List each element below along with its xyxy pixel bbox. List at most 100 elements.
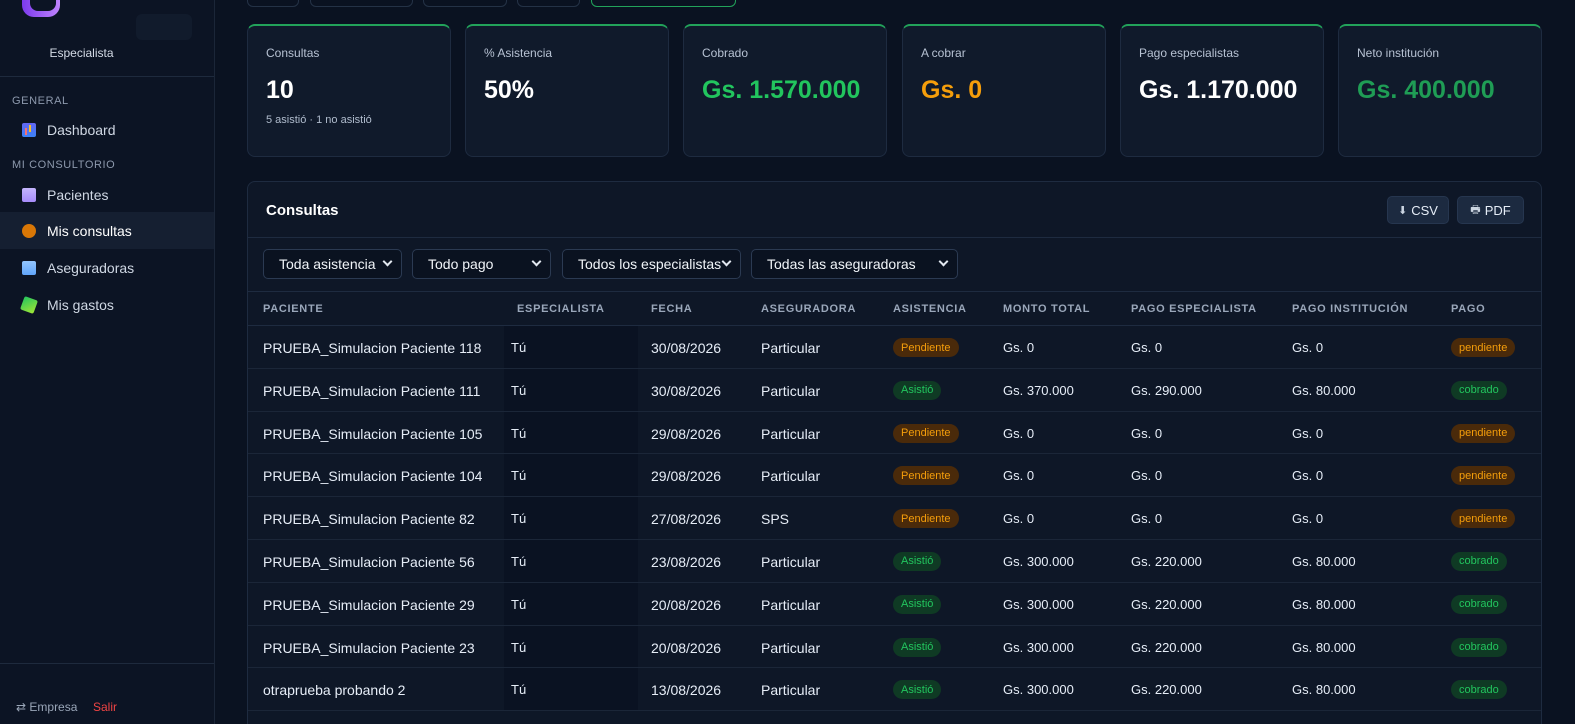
column-header[interactable]: PACIENTE	[263, 303, 324, 315]
filter-aseguradoras-select[interactable]: Todas las aseguradoras	[751, 249, 958, 279]
pago-especialista-cell: Gs. 220.000	[1131, 682, 1202, 698]
stat-value: 50%	[484, 76, 535, 104]
paciente-cell: PRUEBA_Simulacion Paciente 118	[263, 340, 482, 356]
pago-status-badge: cobrado	[1451, 637, 1507, 657]
pago-institucion-cell: Gs. 80.000	[1292, 553, 1356, 569]
select-value: Todas las aseguradoras	[767, 256, 916, 272]
stat-card-pago-especialistas: Pago especialistas Gs. 1.170.000	[1120, 24, 1324, 157]
especialista-cell: Tú	[511, 340, 527, 355]
chevron-down-icon	[382, 256, 393, 267]
monto-total-cell: Gs. 0	[1003, 340, 1035, 355]
fecha-cell: 23/08/2026	[651, 553, 722, 570]
fecha-cell: 29/08/2026	[651, 425, 722, 442]
table-row[interactable]: PRUEBA_Simulacion Paciente 23 Tú 20/08/2…	[248, 625, 1541, 669]
aseguradora-cell: Particular	[761, 425, 821, 442]
monto-total-cell: Gs. 0	[1003, 468, 1035, 484]
asistencia-badge: Asistió	[893, 594, 942, 614]
monto-total-cell: Gs. 300.000	[1003, 596, 1074, 612]
filter-asistencia-select[interactable]: Toda asistencia	[263, 249, 402, 279]
pago-especialista-cell: Gs. 290.000	[1131, 382, 1202, 398]
especialista-cell-bg	[504, 539, 638, 582]
paciente-cell: PRUEBA_Simulacion Paciente 56	[263, 553, 475, 570]
stat-label: Cobrado	[702, 46, 749, 60]
pago-status-badge: cobrado	[1451, 551, 1507, 571]
filter-especialistas-select[interactable]: Todos los especialistas	[562, 249, 741, 279]
table-row[interactable]: PRUEBA_Simulacion Paciente 118 Tú 30/08/…	[248, 326, 1541, 369]
pago-especialista-cell: Gs. 0	[1131, 511, 1163, 527]
asistencia-badge: Pendiente	[893, 466, 959, 486]
column-header[interactable]: PAGO ESPECIALISTA	[1131, 303, 1257, 315]
column-header[interactable]: ASISTENCIA	[893, 303, 967, 315]
select-value: Todos los especialistas	[578, 256, 722, 272]
top-tab[interactable]	[310, 0, 413, 7]
fecha-cell: 13/08/2026	[651, 682, 722, 699]
paciente-cell: PRUEBA_Simulacion Paciente 29	[263, 596, 475, 613]
pago-especialista-cell: Gs. 0	[1131, 468, 1163, 484]
asistencia-badge: Pendiente	[893, 509, 959, 529]
column-header[interactable]: MONTO TOTAL	[1003, 303, 1091, 315]
sidebar-item-aseguradoras[interactable]: Aseguradoras	[0, 249, 214, 286]
especialista-cell: Tú	[511, 382, 527, 398]
export-pdf-button[interactable]: 🖶 PDF	[1457, 196, 1524, 224]
pago-institucion-cell: Gs. 0	[1292, 468, 1324, 484]
asistencia-badge: Pendiente	[893, 423, 959, 443]
table-row[interactable]: PRUEBA_Simulacion Paciente 82 Tú 27/08/2…	[248, 497, 1541, 540]
table-row[interactable]: otraprueba probando 2 Tú 13/08/2026 Part…	[248, 668, 1541, 712]
table-row[interactable]: PRUEBA_Simulacion Paciente 104 Tú 29/08/…	[248, 454, 1541, 498]
fecha-cell: 30/08/2026	[651, 382, 722, 399]
top-tab[interactable]	[517, 0, 580, 7]
chart-icon	[22, 122, 36, 137]
stat-label: % Asistencia	[484, 46, 553, 60]
user-menu[interactable]	[136, 14, 192, 40]
especialista-cell-bg	[504, 368, 638, 411]
sidebar-item-pacientes[interactable]: Pacientes	[0, 176, 214, 213]
pago-especialista-cell: Gs. 220.000	[1131, 596, 1202, 612]
column-header[interactable]: FECHA	[651, 303, 693, 315]
fecha-cell: 20/08/2026	[651, 639, 722, 656]
logout-link[interactable]: Salir	[93, 700, 118, 714]
column-header[interactable]: PAGO	[1451, 303, 1486, 315]
table-row[interactable]: PRUEBA_Simulacion Paciente 105 Tú 29/08/…	[248, 411, 1541, 455]
pago-status-badge: pendiente	[1451, 338, 1516, 357]
pago-institucion-cell: Gs. 0	[1292, 511, 1324, 527]
select-value: Todo pago	[428, 256, 494, 272]
panel-title: Consultas	[266, 202, 339, 219]
filter-pago-select[interactable]: Todo pago	[412, 249, 551, 279]
sidebar-item-mis-consultas[interactable]: Mis consultas	[0, 212, 214, 249]
asistencia-badge: Asistió	[893, 680, 942, 700]
table-row[interactable]: PRUEBA_Simulacion Paciente 111 Tú 30/08/…	[248, 368, 1541, 412]
table-row[interactable]: PRUEBA_Simulacion Paciente 29 Tú 20/08/2…	[248, 582, 1541, 626]
aseguradora-cell: Particular	[761, 596, 821, 613]
stat-label: Neto institución	[1357, 46, 1440, 60]
especialista-cell-bg	[504, 625, 638, 668]
sidebar-item-mis-gastos[interactable]: Mis gastos	[0, 286, 214, 323]
pago-especialista-cell: Gs. 220.000	[1131, 553, 1202, 569]
top-tab[interactable]	[247, 0, 299, 7]
paciente-cell: PRUEBA_Simulacion Paciente 23	[263, 639, 475, 656]
asistencia-badge: Asistió	[893, 551, 942, 571]
pago-institucion-cell: Gs. 80.000	[1292, 596, 1356, 612]
table-row[interactable]: PRUEBA_Simulacion Paciente 56 Tú 23/08/2…	[248, 539, 1541, 583]
table-body: PRUEBA_Simulacion Paciente 118 Tú 30/08/…	[248, 326, 1541, 712]
top-tab[interactable]	[423, 0, 507, 7]
switch-empresa-link[interactable]: ⇄ Empresa	[16, 700, 78, 714]
paciente-cell: PRUEBA_Simulacion Paciente 82	[263, 511, 475, 528]
especialista-cell-bg	[504, 582, 638, 625]
top-tab-active[interactable]	[591, 0, 736, 7]
column-header[interactable]: ASEGURADORA	[761, 303, 857, 315]
stat-label: Consultas	[266, 46, 320, 60]
monto-total-cell: Gs. 300.000	[1003, 639, 1074, 655]
sidebar-item-dashboard[interactable]: Dashboard	[0, 111, 214, 148]
aseguradora-cell: Particular	[761, 682, 821, 699]
pago-institucion-cell: Gs. 0	[1292, 425, 1324, 441]
column-header[interactable]: PAGO INSTITUCIÓN	[1292, 303, 1409, 315]
export-csv-button[interactable]: ⬇ CSV	[1387, 196, 1449, 224]
especialista-cell: Tú	[511, 682, 527, 698]
sidebar-item-label: Mis consultas	[47, 222, 132, 239]
especialista-cell: Tú	[511, 596, 527, 612]
fecha-cell: 20/08/2026	[651, 596, 722, 613]
pago-especialista-cell: Gs. 0	[1131, 340, 1163, 355]
patients-icon	[22, 187, 36, 202]
button-label: CSV	[1411, 202, 1438, 218]
column-header[interactable]: ESPECIALISTA	[517, 303, 605, 315]
